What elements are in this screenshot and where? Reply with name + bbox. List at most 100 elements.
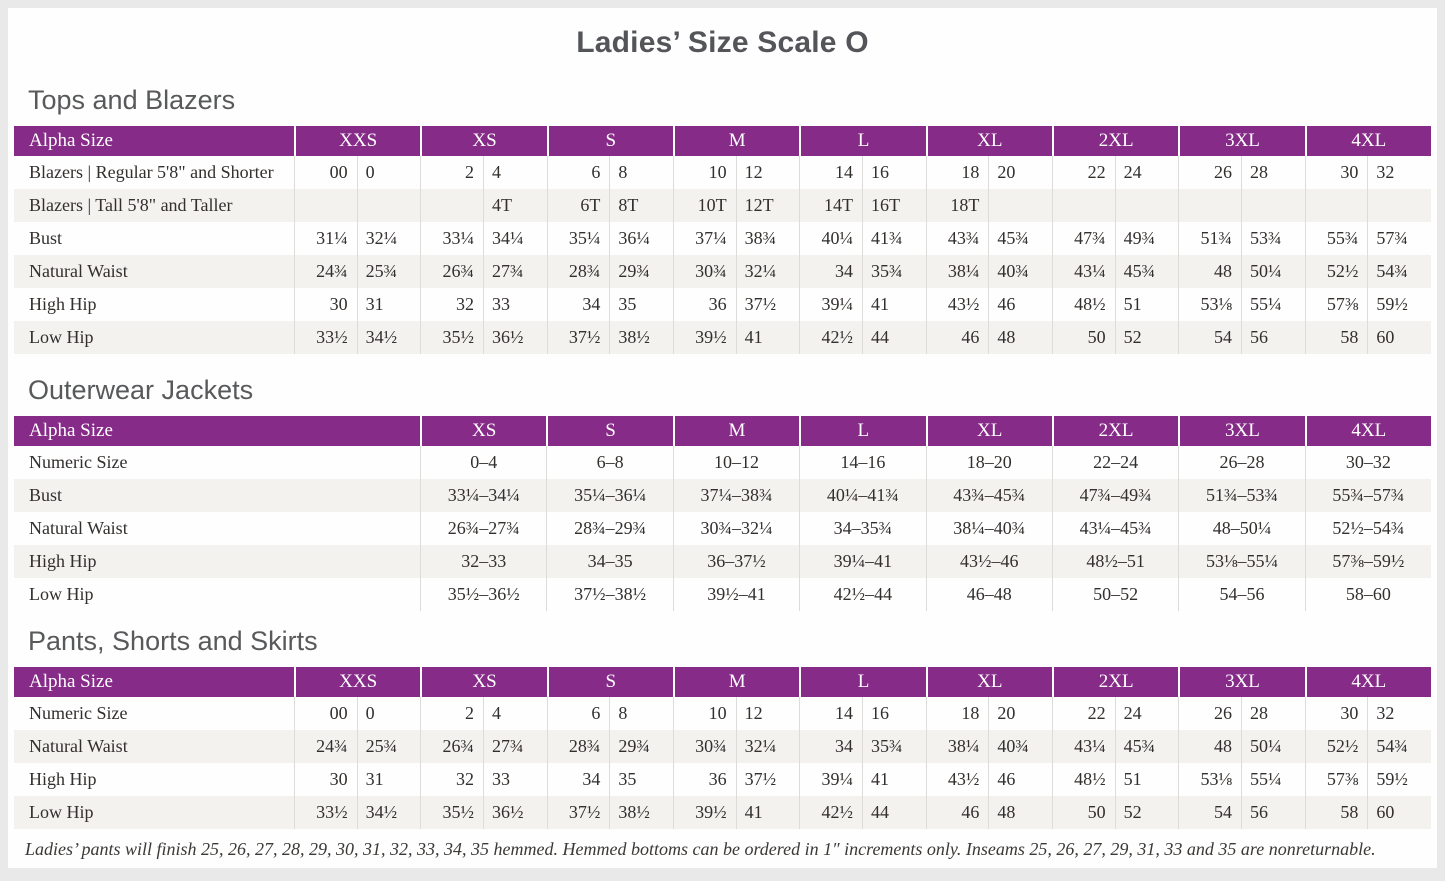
size-cell: 34 35¾ [799, 255, 925, 288]
size-cell: 33½ 34½ [294, 796, 420, 829]
size-range-value: 57⅜–59½ [1304, 545, 1431, 578]
size-value: 32¼ [744, 261, 777, 281]
size-value: 41 [744, 327, 763, 347]
size-value: 35 [618, 294, 637, 314]
table-row: Natural Waist 26¾–27¾ 28¾–29¾ 30¾–32¼ 34–35¾… [14, 512, 1431, 545]
size-range-value: 30–32 [1304, 446, 1431, 479]
size-group-header-m: M [673, 667, 800, 697]
size-value: 56 [1250, 327, 1268, 347]
size-value: 54 [1179, 796, 1242, 829]
size-range-value: 53⅛–55¼ [1178, 545, 1304, 578]
size-range-value: 26¾–27¾ [420, 512, 546, 545]
size-value: 30¾ [674, 255, 737, 288]
size-value: 50¼ [1250, 736, 1282, 756]
size-value: 00 [295, 156, 358, 189]
size-cell: 14 16 [799, 156, 925, 189]
size-cell: 14T 16T [799, 189, 925, 222]
size-value: 35¼ [548, 222, 611, 255]
size-value: 43½ [927, 288, 990, 321]
table-row: Numeric Size 00 0 2 4 6 8 10 12 14 16 18 20 22 24 26 28 3… [14, 697, 1431, 730]
size-cell: 26 28 [1178, 156, 1304, 189]
size-cell: 48½ 51 [1052, 288, 1178, 321]
size-group-header-4xl: 4XL [1304, 126, 1431, 156]
size-value: 24 [1123, 162, 1142, 182]
size-cell: 50 52 [1052, 796, 1178, 829]
size-group-header-2xl: 2XL [1051, 416, 1179, 446]
tops-and-blazers-table: Alpha Size XXS XS S M L XL 2XL 3XL 4XL Blazers | R… [14, 126, 1431, 354]
size-value [295, 189, 358, 222]
size-cell: 55¾ 57¾ [1304, 222, 1431, 255]
size-cell: 22 24 [1052, 156, 1178, 189]
size-cell: 30 32 [1304, 156, 1431, 189]
size-value: 29¾ [618, 736, 650, 756]
size-cell: 50 52 [1052, 321, 1178, 354]
size-value: 58 [1306, 796, 1369, 829]
size-value: 37½ [548, 796, 611, 829]
size-group-header-m: M [672, 416, 800, 446]
size-cell: 28¾ 29¾ [546, 255, 673, 288]
table-row: Low Hip 35½–36½ 37½–38½ 39½–41 42½–44 46–48 50… [14, 578, 1431, 611]
size-group-header-xl: XL [925, 667, 1052, 697]
size-value: 2 [421, 697, 484, 730]
size-cell: 00 0 [294, 156, 420, 189]
size-value: 30 [295, 288, 358, 321]
size-chart-document: Ladies’ Size Scale O Tops and Blazers Al… [8, 8, 1437, 868]
table-header-row: Alpha Size XS S M L XL 2XL 3XL 4XL [14, 416, 1431, 446]
section-title-pants-shorts-skirts: Pants, Shorts and Skirts [28, 626, 318, 656]
size-value: 2 [421, 156, 484, 189]
size-value: 26 [1179, 697, 1242, 730]
size-value: 44 [871, 802, 889, 822]
size-value: 59½ [1376, 769, 1408, 789]
size-cell: 54 56 [1178, 796, 1304, 829]
size-cell: 4T [420, 189, 546, 222]
size-cell: 53⅛ 55¼ [1178, 763, 1304, 796]
row-label: Bust [29, 485, 63, 505]
size-range-value: 35¼–36¼ [546, 479, 672, 512]
alpha-size-header: Alpha Size [14, 667, 294, 697]
size-value: 25¾ [365, 736, 398, 756]
size-cell: 26¾ 27¾ [420, 255, 546, 288]
table-row: Natural Waist 24¾ 25¾ 26¾ 27¾ 28¾ 29¾ 30¾ 32¼ 34 3… [14, 730, 1431, 763]
size-cell [1304, 189, 1431, 222]
table-row: Natural Waist 24¾ 25¾ 26¾ 27¾ 28¾ 29¾ 30¾ 32¼ 34 3… [14, 255, 1431, 288]
size-value: 25¾ [365, 261, 398, 281]
size-value: 38¼ [927, 730, 990, 763]
size-group-header-s: S [546, 667, 673, 697]
size-value: 40¾ [997, 736, 1029, 756]
size-value: 32 [421, 763, 484, 796]
size-value: 26¾ [421, 255, 484, 288]
size-group-header-xs: XS [420, 667, 547, 697]
size-value: 6 [548, 697, 611, 730]
row-label: Low Hip [29, 327, 94, 347]
size-group-header-s: S [546, 416, 673, 446]
size-value: 10 [674, 697, 737, 730]
row-label: High Hip [29, 769, 97, 789]
table-row: Blazers | Regular 5'8" and Shorter 00 0 2 4 6… [14, 156, 1431, 189]
size-value: 43¼ [1053, 255, 1116, 288]
size-value [1368, 189, 1431, 222]
size-cell: 43¼ 45¾ [1052, 255, 1178, 288]
size-cell: 48 50¼ [1178, 255, 1304, 288]
size-cell: 58 60 [1304, 321, 1431, 354]
size-value: 34 [548, 288, 611, 321]
table-row: Numeric Size 0–4 6–8 10–12 14–16 18–20 22–24 26… [14, 446, 1431, 479]
size-value: 34½ [365, 327, 398, 347]
row-label: High Hip [29, 294, 97, 314]
size-value: 58 [1306, 321, 1369, 354]
size-value: 47¾ [1053, 222, 1116, 255]
size-value: 51 [1123, 294, 1142, 314]
size-value: 0 [365, 162, 375, 182]
size-value: 36½ [492, 327, 524, 347]
size-cell: 00 0 [294, 697, 420, 730]
size-cell [1178, 189, 1304, 222]
size-value: 27¾ [492, 736, 524, 756]
size-value: 34½ [365, 802, 398, 822]
size-group-header-l: L [799, 667, 926, 697]
size-cell: 39¼ 41 [799, 288, 925, 321]
size-range-value: 26–28 [1178, 446, 1304, 479]
size-value: 33¼ [421, 222, 484, 255]
size-cell: 57⅜ 59½ [1304, 763, 1431, 796]
outerwear-jackets-table: Alpha Size XS S M L XL 2XL 3XL 4XL Numeric Size 0–… [14, 416, 1431, 611]
size-value: 50¼ [1250, 261, 1282, 281]
